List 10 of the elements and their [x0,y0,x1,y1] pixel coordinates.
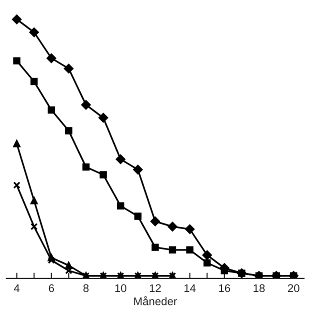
x-tick-label: 20 [288,284,300,292]
x-tick-label: 14 [184,284,196,292]
x-tick-label: 16 [219,284,230,292]
x-tick-label: 18 [254,284,265,292]
x-tick-label: 10 [115,284,126,292]
x-axis-title: Måneder [134,296,177,306]
x-tick-label: 8 [83,284,89,292]
x-tick-label: 12 [150,284,161,292]
x-tick-label: 6 [48,284,54,292]
x-tick-label: 4 [14,284,20,292]
